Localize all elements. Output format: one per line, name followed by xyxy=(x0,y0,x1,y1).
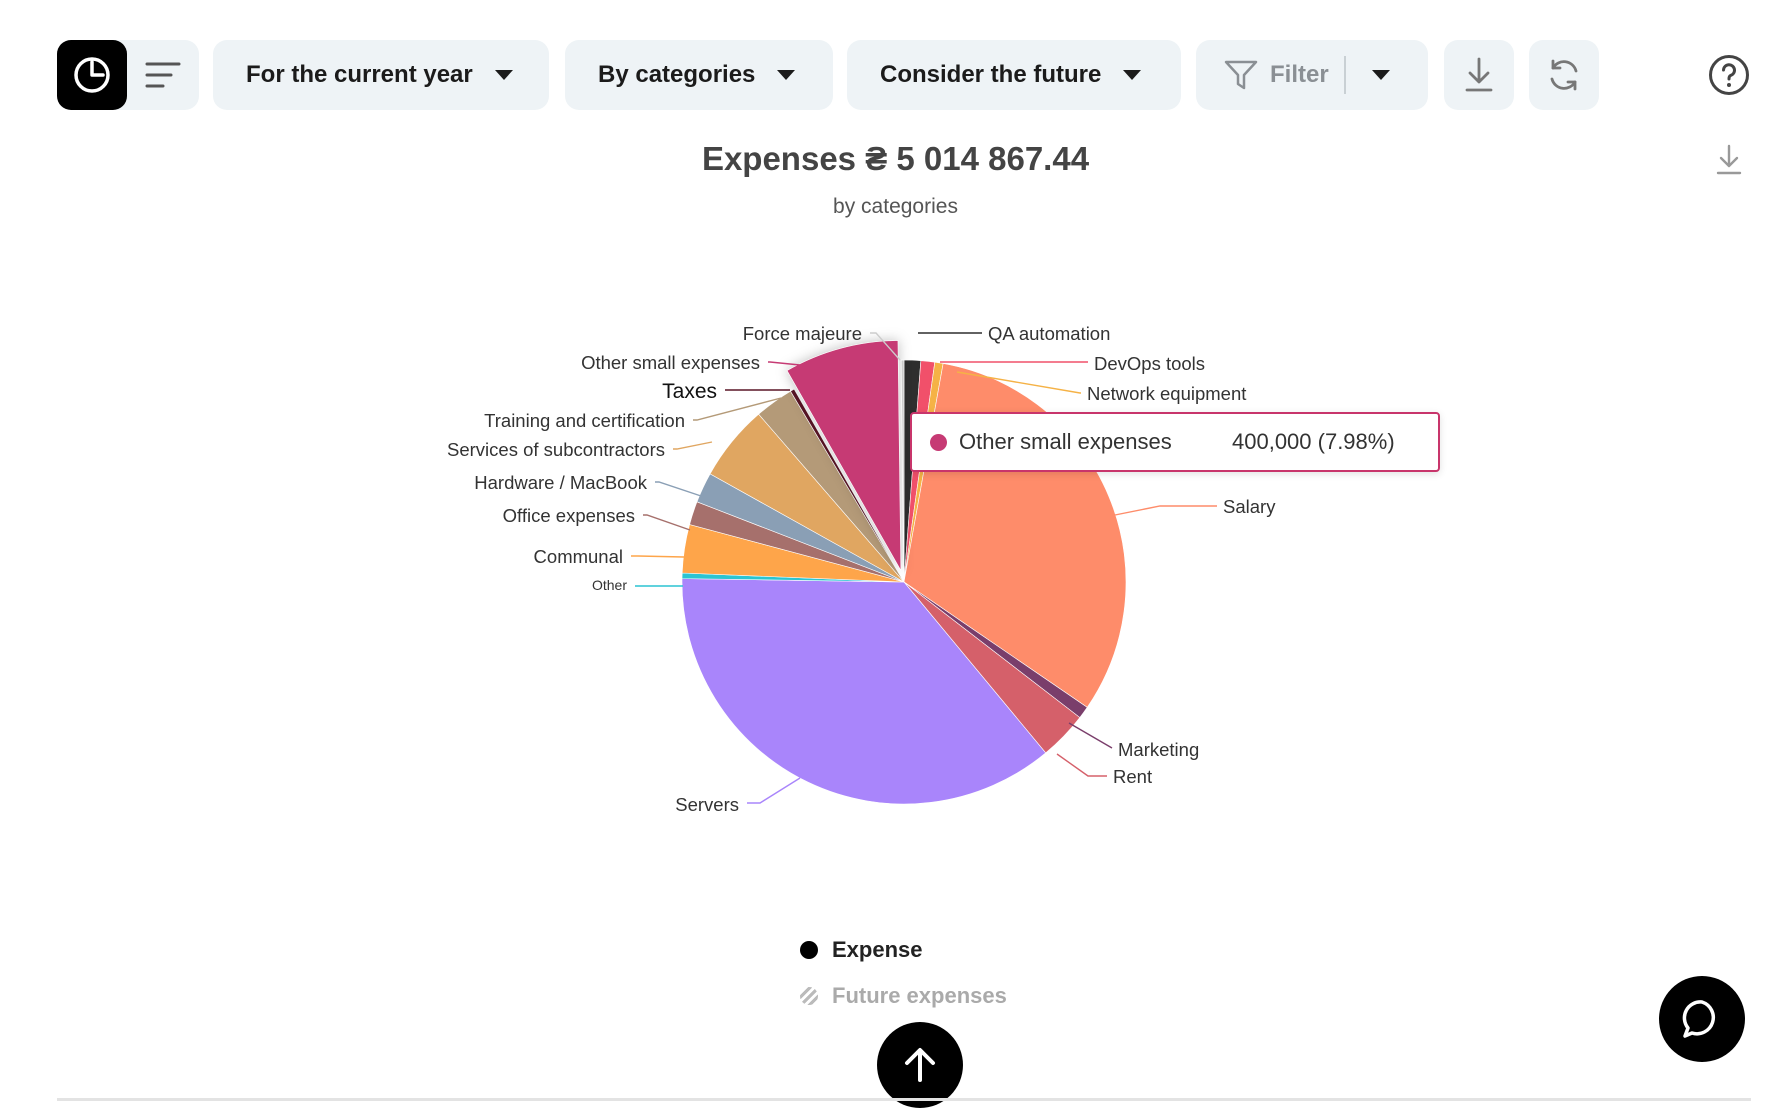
slice-label: Training and certification xyxy=(484,410,685,431)
legend-label: Future expenses xyxy=(832,983,1007,1008)
pie-slice-other-small-expenses[interactable] xyxy=(786,340,902,571)
future-label: Consider the future xyxy=(880,61,1102,88)
list-lines-icon[interactable] xyxy=(145,60,181,90)
view-switcher xyxy=(57,40,199,110)
slice-label: QA automation xyxy=(988,323,1110,344)
chart-subtitle: by categories xyxy=(833,195,958,218)
slice-label: Taxes xyxy=(662,380,717,403)
leader-line xyxy=(1056,753,1107,777)
download-icon xyxy=(1465,57,1493,92)
legend-item-future-expenses[interactable]: Future expenses xyxy=(800,981,1007,1011)
slice-label: Office expenses xyxy=(503,505,635,526)
pie-slice-servers[interactable] xyxy=(681,578,1047,805)
funnel-icon xyxy=(1224,60,1258,90)
leader-line xyxy=(1068,722,1113,749)
divider xyxy=(1343,56,1346,94)
slice-label: Marketing xyxy=(1118,739,1199,760)
chevron-down-icon[interactable] xyxy=(1371,70,1390,80)
future-dropdown[interactable]: Consider the future xyxy=(847,40,1181,110)
period-label: For the current year xyxy=(246,61,473,88)
refresh-icon xyxy=(1550,59,1578,91)
help-circle-icon[interactable] xyxy=(1708,54,1750,96)
slice-label: Servers xyxy=(675,794,739,815)
slice-label: Force majeure xyxy=(743,323,862,344)
slice-label: Other small expenses xyxy=(581,352,760,373)
leader-line xyxy=(643,514,691,531)
tooltip-label: Other small expenses xyxy=(959,429,1172,454)
chart-tooltip: Other small expenses 400,000 (7.98%) xyxy=(910,412,1440,472)
pie-view-button[interactable] xyxy=(57,40,127,110)
download-button[interactable] xyxy=(1444,40,1514,110)
slice-label: Hardware / MacBook xyxy=(474,472,647,493)
chart-legend: Expense Future expenses xyxy=(800,935,1007,1027)
chart-title: Expenses ₴ 5 014 867.44 xyxy=(701,140,1090,177)
scroll-top-button[interactable] xyxy=(877,1022,963,1108)
slice-label: Salary xyxy=(1223,496,1276,517)
chevron-down-icon xyxy=(494,70,513,80)
grouping-label: By categories xyxy=(598,61,756,88)
chevron-down-icon xyxy=(777,70,796,80)
pie-slice-force-majeure[interactable] xyxy=(900,359,905,583)
leader-line xyxy=(747,777,801,804)
download-icon[interactable] xyxy=(1716,144,1742,176)
leader-line xyxy=(655,481,702,497)
legend-swatch xyxy=(800,987,818,1005)
chat-button[interactable] xyxy=(1659,976,1745,1062)
leader-line xyxy=(768,361,821,368)
pie-chart-icon xyxy=(74,57,110,93)
leader-line xyxy=(1114,505,1217,516)
legend-swatch xyxy=(800,941,818,959)
slice-label: Rent xyxy=(1113,766,1152,787)
arrow-up-icon xyxy=(905,1048,935,1082)
pie-slice-taxes[interactable] xyxy=(790,388,905,583)
bottom-divider xyxy=(57,1098,1751,1101)
period-dropdown[interactable]: For the current year xyxy=(213,40,549,110)
toolbar: For the current year By categories Consi… xyxy=(57,40,1757,110)
tooltip-value: 400,000 (7.98%) xyxy=(1232,429,1395,454)
slice-label: Services of subcontractors xyxy=(447,439,665,460)
chat-bubble-icon xyxy=(1682,1000,1715,1038)
filter-button[interactable]: Filter xyxy=(1196,40,1428,110)
slice-label: DevOps tools xyxy=(1094,353,1205,374)
refresh-button[interactable] xyxy=(1529,40,1599,110)
leader-line xyxy=(693,397,782,421)
slice-label: Other xyxy=(592,577,627,593)
tooltip-swatch xyxy=(930,433,947,451)
slice-label: Communal xyxy=(534,546,623,567)
legend-item-expense[interactable]: Expense xyxy=(800,935,1007,965)
legend-label: Expense xyxy=(832,937,923,962)
chevron-down-icon xyxy=(1123,70,1142,80)
slice-label: Network equipment xyxy=(1087,383,1246,404)
leader-line xyxy=(673,441,713,450)
leader-line xyxy=(956,371,1081,394)
grouping-dropdown[interactable]: By categories xyxy=(565,40,833,110)
leader-line xyxy=(870,332,901,361)
leader-line xyxy=(631,555,685,558)
filter-label: Filter xyxy=(1270,61,1329,88)
